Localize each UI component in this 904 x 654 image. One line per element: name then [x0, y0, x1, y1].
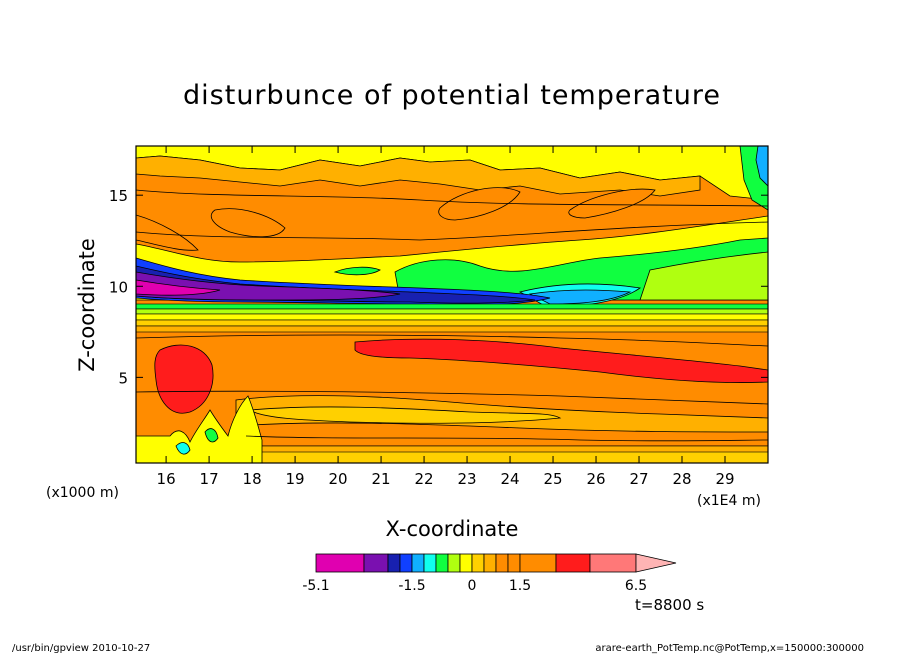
field-cold-magenta: [136, 279, 221, 296]
x-tick-label: 17: [200, 470, 219, 488]
plot-frame: [135, 145, 769, 464]
colorbar-swatch: [495, 553, 509, 573]
x-axis: 16 17 18 19 20 21 22 23 24 25 26 27 28 29: [157, 146, 735, 488]
field-green-patch: [333, 266, 381, 276]
time-label: t=8800 s: [635, 596, 704, 614]
field-turbulent-zone: [136, 395, 263, 463]
colorbar-swatch: [399, 553, 413, 573]
colorbar-swatch: [555, 553, 591, 573]
x-axis-label: X-coordinate: [386, 517, 519, 541]
x-tick-label: 23: [458, 470, 477, 488]
chart-title: disturbunce of potential temperature: [183, 80, 721, 111]
field-band-lime: [136, 308, 768, 315]
field-upper-blob-left: [136, 214, 199, 251]
field-band-green: [136, 303, 768, 310]
contour-line: [136, 390, 768, 405]
field-band-yellow: [136, 313, 768, 321]
x-tick-label: 20: [329, 470, 348, 488]
colorbar-swatch: [435, 553, 449, 573]
field-upper-blob-3: [568, 188, 656, 219]
x-tick-label: 26: [586, 470, 605, 488]
y-tick-label: 5: [118, 369, 128, 387]
colorbar-extend-arrow: [635, 553, 677, 573]
colorbar-swatch: [507, 553, 521, 573]
x-tick-label: 28: [672, 470, 691, 488]
colorbar-swatch: [315, 553, 365, 573]
x-tick-label: 27: [629, 470, 648, 488]
footer-right: arare-earth_PotTemp.nc@PotTemp,x=150000:…: [595, 643, 864, 654]
x-tick-label: 21: [372, 470, 391, 488]
x-tick-label: 16: [157, 470, 176, 488]
colorbar-tick-label: -1.5: [398, 578, 425, 594]
colorbar-swatch: [483, 553, 497, 573]
field-upper-blob-2: [438, 187, 521, 221]
y-tick-label: 15: [109, 187, 128, 205]
colorbar-swatch: [519, 553, 557, 573]
colorbar-swatch: [447, 553, 461, 573]
colorbar-swatch: [363, 553, 389, 573]
x-tick-label: 18: [243, 470, 262, 488]
field-warm-blob-left: [154, 344, 214, 414]
colorbar-swatch: [423, 553, 437, 573]
colorbar-tick-label: 1.5: [509, 578, 531, 594]
field-upper-blob-1: [210, 208, 286, 238]
field-bottom-orange: [235, 422, 768, 447]
field-yellow-green: [639, 251, 768, 301]
colorbar-swatch: [471, 553, 485, 573]
colorbar-tick-label: 6.5: [625, 578, 647, 594]
y-axis: 5 10 15: [109, 187, 768, 387]
field-corner-cyan: [755, 146, 768, 187]
field-top-orange-light: [136, 155, 701, 197]
footer-left: /usr/bin/gpview 2010-10-27: [12, 643, 150, 654]
field-warm-band-right: [354, 338, 768, 383]
contour-field: [136, 146, 768, 463]
field-lower-gold: [248, 406, 562, 424]
x-tick-label: 24: [500, 470, 519, 488]
x-tick-label: 25: [543, 470, 562, 488]
x-unit-left: (x1000 m): [46, 485, 119, 501]
colorbar-swatch: [411, 553, 425, 573]
y-tick-label: 10: [109, 278, 128, 296]
x-unit-right: (x1E4 m): [697, 493, 761, 509]
field-cyan-lens-inner: [528, 289, 632, 305]
y-axis-label: Z-coordinate: [75, 238, 99, 372]
contour-line: [245, 435, 768, 442]
colorbar-swatch: [589, 553, 637, 573]
contour-lines: [136, 189, 768, 442]
x-tick-label: 22: [415, 470, 434, 488]
x-tick-label: 29: [715, 470, 734, 488]
colorbar-tick-label: 0: [468, 578, 477, 594]
field-band-gold: [136, 319, 768, 327]
colorbar-swatch: [387, 553, 401, 573]
contour-line: [136, 334, 768, 347]
field-turbulent-cyan: [175, 442, 191, 455]
colorbar-labels: -5.1 -1.5 0 1.5 6.5: [302, 578, 647, 594]
contour-line: [136, 189, 768, 207]
field-bottom-band-2: [136, 451, 768, 463]
field-band-amber: [136, 325, 768, 333]
colorbar-tick-label: -5.1: [302, 578, 329, 594]
field-turbulent-green: [204, 428, 219, 443]
x-tick-label: 19: [286, 470, 305, 488]
colorbar-swatch: [459, 553, 473, 573]
colorbar: [315, 553, 677, 573]
contour-line: [136, 221, 768, 241]
